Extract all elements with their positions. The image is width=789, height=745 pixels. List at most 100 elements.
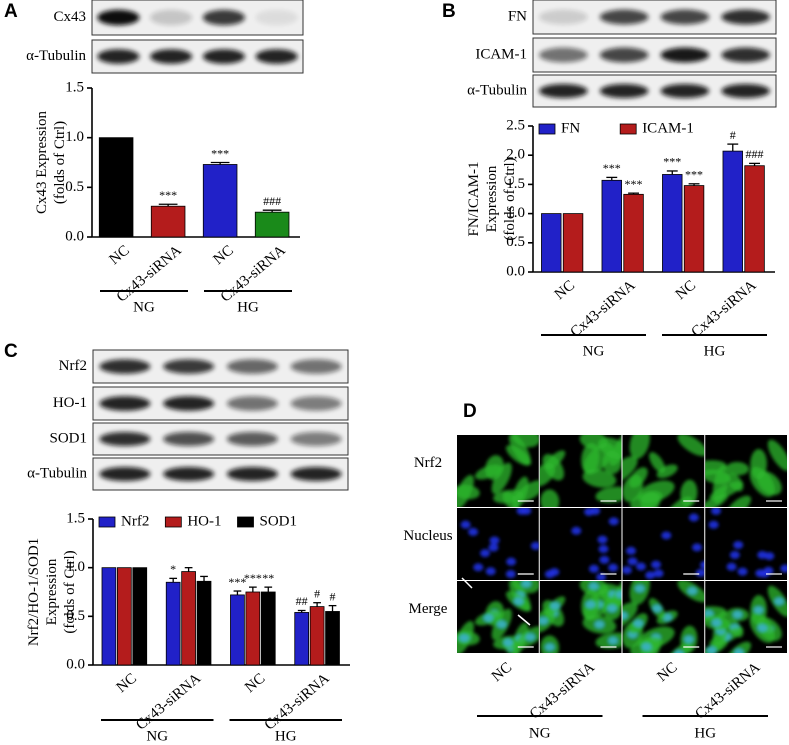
cells — [708, 508, 787, 578]
arrow — [517, 614, 531, 626]
error-bar — [158, 203, 178, 207]
blot-band — [255, 49, 298, 64]
nucleus — [753, 606, 764, 615]
nucleus — [599, 555, 610, 564]
blot-band — [599, 47, 649, 63]
nucleus — [634, 584, 645, 593]
nucleus — [633, 619, 644, 628]
bar — [309, 606, 325, 666]
micrograph — [622, 435, 705, 507]
cell — [516, 480, 539, 502]
y-tick-label: 1.0 — [65, 129, 84, 145]
column-label: NC — [489, 659, 515, 685]
blot-band — [99, 359, 151, 374]
row-label: Merge — [409, 601, 448, 617]
cell — [579, 435, 608, 450]
blot-band — [660, 47, 710, 63]
legend-swatch — [98, 516, 116, 528]
legend-label: SOD1 — [260, 513, 298, 529]
cell — [726, 461, 749, 476]
nucleus — [757, 550, 768, 559]
cell — [649, 452, 666, 473]
nucleus — [506, 557, 517, 566]
cell — [595, 486, 622, 503]
blot-band — [255, 9, 298, 26]
nucleus — [496, 620, 507, 629]
blot-band — [202, 49, 245, 64]
cell — [749, 466, 775, 497]
cells — [539, 435, 622, 507]
nucleus — [549, 568, 560, 577]
nucleus — [695, 568, 705, 577]
significance-label: *** — [685, 168, 703, 182]
y-axis-label-line: (folds of Ctrl) — [62, 550, 78, 633]
bar — [101, 567, 117, 666]
error-bar — [233, 590, 242, 595]
nucleus — [544, 643, 555, 652]
nucleus — [622, 566, 632, 575]
micrograph — [539, 508, 622, 580]
y-tick-label: 1.0 — [506, 205, 525, 221]
y-tick-label: 0.0 — [66, 656, 85, 672]
x-tick-label: Cx43-siRNA — [689, 277, 760, 340]
error-bar — [666, 170, 678, 175]
bar — [230, 594, 245, 666]
micrograph — [705, 435, 787, 507]
micrograph-bg — [457, 508, 539, 580]
cells — [544, 508, 619, 580]
y-tick-label: 0.0 — [506, 263, 525, 279]
nucleus — [550, 601, 561, 610]
micrograph — [705, 581, 787, 653]
cells — [457, 581, 539, 653]
nucleus — [780, 564, 787, 573]
bar — [132, 567, 148, 666]
nucleus — [503, 638, 514, 647]
column-label: NC — [654, 659, 680, 685]
x-tick-label: NC — [107, 242, 133, 268]
nucleus — [645, 571, 656, 580]
nucleus — [608, 636, 619, 645]
y-tick-label: 0.5 — [66, 608, 85, 624]
y-axis-label-line: FN/ICAM-1 — [466, 161, 482, 236]
cell — [474, 464, 502, 480]
nucleus — [687, 586, 698, 595]
micrograph — [457, 508, 539, 580]
cell — [726, 495, 752, 507]
group-label: NG — [133, 299, 155, 315]
cell — [677, 435, 705, 457]
micrograph — [539, 435, 622, 507]
y-tick-label: 1.0 — [66, 559, 85, 575]
column-label: Cx43-siRNA — [527, 659, 598, 722]
x-tick-label: NC — [242, 670, 268, 696]
group-label: HG — [237, 299, 259, 315]
bar — [662, 174, 683, 273]
y-axis-label: FN/ICAM-1 Expression (folds of Ctrl) — [466, 157, 518, 240]
nucleus — [757, 623, 768, 632]
nucleus — [674, 649, 684, 653]
bar — [117, 567, 132, 666]
significance-label: ### — [263, 194, 281, 208]
bar — [325, 611, 340, 666]
cells — [705, 585, 787, 653]
nucleus — [588, 564, 599, 573]
y-tick-label: 2.0 — [506, 147, 525, 163]
column-label: Cx43-siRNA — [692, 659, 763, 722]
bar — [541, 213, 562, 273]
error-bar — [606, 176, 618, 181]
significance-label: # — [314, 586, 320, 600]
nucleus — [711, 618, 722, 627]
legend-swatch — [237, 516, 254, 528]
blot-band — [150, 49, 193, 64]
nucleus — [608, 517, 619, 526]
cell — [629, 435, 650, 459]
blot-band — [226, 466, 278, 482]
y-axis-label-line: Nrf2/HO-1/SOD1 — [26, 538, 42, 646]
nucleus — [774, 597, 785, 606]
significance-label: *** — [228, 575, 246, 589]
nucleus — [468, 527, 479, 536]
bar — [260, 591, 276, 666]
blot-band — [539, 47, 588, 63]
y-axis-label: Cx43 Expression (folds of Ctrl) — [34, 111, 68, 214]
nucleus — [729, 551, 740, 560]
blot-label: SOD1 — [49, 430, 87, 446]
